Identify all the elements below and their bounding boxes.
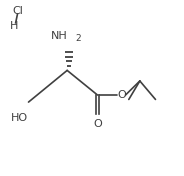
Text: O: O [117, 90, 126, 100]
Text: Cl: Cl [12, 7, 23, 16]
Text: NH: NH [51, 31, 68, 41]
Text: H: H [10, 21, 18, 30]
Text: O: O [93, 119, 102, 129]
Text: 2: 2 [76, 34, 81, 43]
Text: HO: HO [11, 113, 28, 123]
